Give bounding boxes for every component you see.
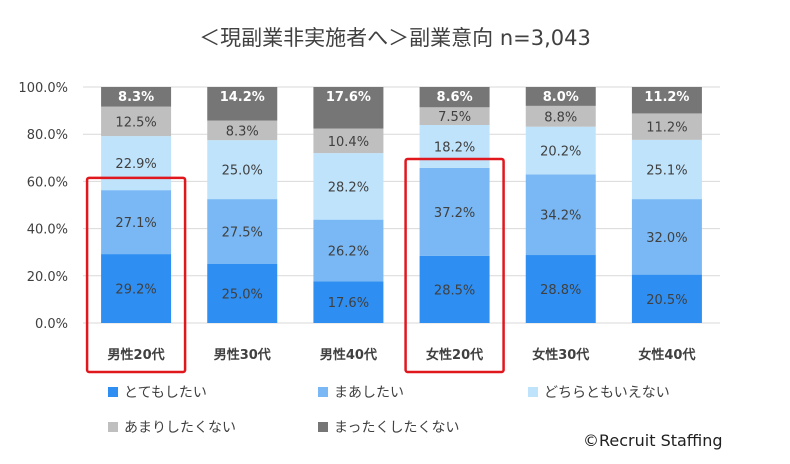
data-label: 20.2% — [540, 144, 581, 159]
bar-segment — [419, 255, 490, 323]
data-label: 27.5% — [222, 226, 263, 241]
y-tick-label: 0.0% — [35, 317, 68, 332]
bar-segment — [207, 264, 278, 323]
category-label: 男性40代 — [320, 347, 377, 363]
legend-swatch — [528, 387, 538, 397]
legend-label: まったくしたくない — [334, 420, 459, 436]
bar-segment — [525, 255, 596, 323]
bar-segment — [631, 87, 702, 114]
category-label: 男性20代 — [108, 347, 165, 363]
legend-swatch — [108, 422, 118, 432]
bar-segment — [631, 139, 702, 200]
bar-segment — [101, 106, 172, 137]
category-label: 男性30代 — [214, 347, 271, 363]
data-label: 18.2% — [434, 140, 475, 155]
y-tick-label: 60.0% — [27, 175, 68, 190]
bar-segment — [313, 128, 384, 154]
data-label: 8.3% — [226, 124, 259, 139]
data-label: 14.2% — [220, 90, 265, 105]
y-tick-label: 80.0% — [27, 128, 68, 143]
data-label: 7.5% — [438, 110, 471, 125]
legend-label: どちらともいえない — [544, 385, 670, 401]
category-labels: 男性20代 男性30代 男性40代 女性20代 女性30代 女性40代 — [108, 347, 696, 363]
bar-segment — [313, 87, 384, 129]
legend-swatch — [108, 387, 118, 397]
data-label: 28.8% — [540, 283, 581, 298]
bar-segment — [313, 281, 384, 323]
highlight-box — [404, 157, 505, 374]
bar-segment — [525, 105, 596, 127]
bar-segment — [207, 120, 278, 141]
data-label: 8.3% — [118, 90, 154, 105]
data-label: 26.2% — [328, 245, 369, 260]
bar-segment — [313, 153, 384, 220]
data-label: 8.0% — [543, 90, 579, 105]
bar-segment — [525, 174, 596, 256]
legend-label: あまりしたくない — [124, 420, 236, 436]
data-label: 8.8% — [544, 110, 577, 125]
legend-swatch — [318, 422, 328, 432]
bar-segment — [207, 199, 278, 264]
bar-segment — [525, 126, 596, 175]
segment-labels: 29.2% 27.1% 22.9% 12.5% 8.3% 25.0% 27.5% 25.0% 8… — [115, 90, 689, 311]
data-label: 22.9% — [115, 157, 156, 172]
bar-segment — [419, 124, 490, 168]
legend-label: まあしたい — [334, 385, 404, 401]
data-label: 27.1% — [115, 216, 156, 231]
category-label: 女性30代 — [532, 347, 589, 363]
bar-segment — [207, 87, 278, 121]
bar-segment — [101, 190, 172, 255]
bar-segment — [419, 167, 490, 256]
legend-swatch — [318, 387, 328, 397]
bar-segment — [313, 219, 384, 282]
data-label: 25.1% — [646, 163, 687, 178]
bar-segment — [631, 274, 702, 323]
bar-segment — [419, 107, 490, 125]
credit-text: ©Recruit Staffing — [583, 431, 723, 450]
y-axis-ticks: 0.0% 20.0% 40.0% 60.0% 80.0% 100.0% — [18, 81, 68, 332]
highlight-boxes — [85, 157, 505, 374]
category-label: 女性40代 — [638, 347, 695, 363]
y-tick-label: 40.0% — [27, 223, 68, 238]
bar-segments — [101, 87, 702, 323]
y-tick-label: 20.0% — [27, 270, 68, 285]
bar-segment — [419, 87, 490, 108]
y-tick-label: 100.0% — [18, 81, 68, 96]
data-label: 11.2% — [644, 90, 689, 105]
data-label: 8.6% — [437, 90, 473, 105]
bar-segment — [631, 199, 702, 275]
bar-segment — [525, 87, 596, 106]
data-label: 25.0% — [222, 288, 263, 303]
chart-title: ＜現副業非実施者へ＞副業意向 n=3,043 — [199, 26, 591, 50]
data-label: 25.0% — [222, 164, 263, 179]
highlight-box — [85, 176, 187, 374]
data-label: 28.5% — [434, 283, 475, 298]
category-label: 女性20代 — [426, 347, 483, 363]
legend-label: とてもしたい — [124, 385, 207, 401]
bar-segment — [101, 136, 172, 191]
bar-segment — [101, 254, 172, 323]
gridlines — [83, 86, 720, 324]
data-label: 17.6% — [328, 296, 369, 311]
data-label: 32.0% — [646, 231, 687, 246]
data-label: 34.2% — [540, 209, 581, 224]
data-label: 12.5% — [115, 115, 156, 130]
data-label: 29.2% — [115, 283, 156, 298]
data-label: 17.6% — [326, 90, 371, 105]
data-label: 28.2% — [328, 180, 369, 195]
data-label: 20.5% — [646, 293, 687, 308]
data-label: 11.2% — [646, 121, 687, 136]
bar-segment — [101, 87, 172, 107]
data-label: 10.4% — [328, 135, 369, 150]
bar-segment — [631, 113, 702, 140]
bar-segment — [207, 140, 278, 200]
data-label: 37.2% — [434, 206, 475, 221]
